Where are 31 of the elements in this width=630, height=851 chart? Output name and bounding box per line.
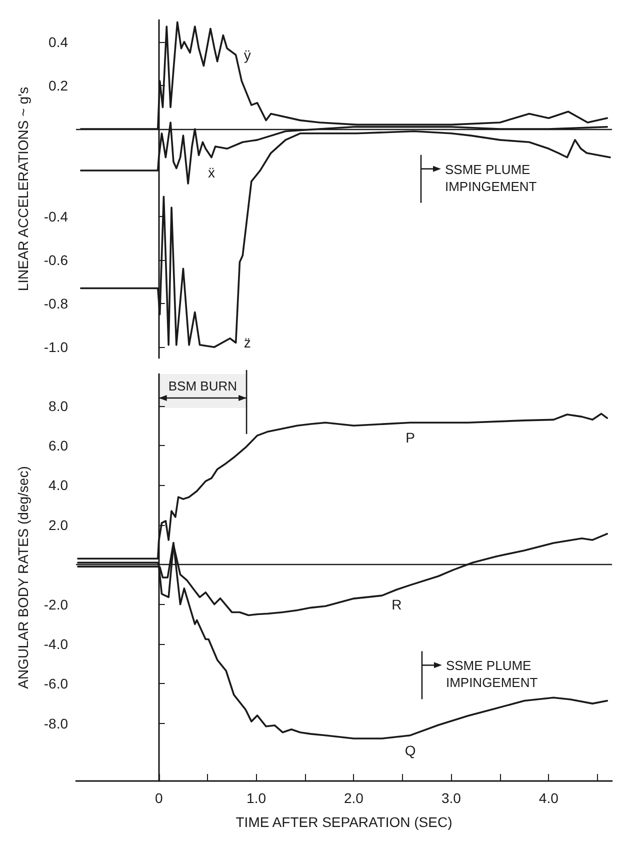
y-tick-label: -6.0 xyxy=(44,676,68,692)
y-axis-title: LINEAR ACCELERATIONS ~ g's xyxy=(15,86,31,292)
y-tick-label: 6.0 xyxy=(48,437,68,454)
y-tick-label: -0.8 xyxy=(44,295,68,312)
y-tick-label: 4.0 xyxy=(48,477,68,494)
x-tick-label: 1.0 xyxy=(246,790,266,806)
y-tick-label: 2.0 xyxy=(48,516,68,533)
series-label: ÿ xyxy=(244,46,251,63)
y-tick-label: -4.0 xyxy=(44,636,68,652)
series-label: z̈ xyxy=(244,334,251,351)
series-label: ẍ xyxy=(208,164,215,180)
y-tick-label: 0.2 xyxy=(48,77,68,94)
series-label: Q xyxy=(404,742,416,758)
y-tick-label: -0.4 xyxy=(44,208,68,224)
y-tick-label: -1.0 xyxy=(44,339,68,356)
ref-line-label: SSME PLUME IMPINGEMENT xyxy=(444,162,537,194)
band-label: BSM BURN xyxy=(168,378,238,394)
y-tick-label: -8.0 xyxy=(44,715,68,732)
x-tick-label: 3.0 xyxy=(441,790,462,806)
ref-line-label: SSME PLUME IMPINGEMENT xyxy=(446,658,538,690)
y-tick-label: 0.4 xyxy=(48,34,68,50)
x-axis-title: TIME AFTER SEPARATION (SEC) xyxy=(236,814,452,830)
series-label: P xyxy=(406,430,415,446)
x-tick-label: 2.0 xyxy=(344,790,364,806)
y-tick-label: -2.0 xyxy=(44,596,68,612)
x-tick-label: 4.0 xyxy=(538,790,559,806)
y-tick-label: 8.0 xyxy=(48,398,68,414)
y-tick-label: -0.6 xyxy=(44,252,68,268)
series-label: R xyxy=(392,596,402,613)
y-axis-title: ANGULAR BODY RATES (deg/sec) xyxy=(15,466,31,689)
x-tick-label: 0 xyxy=(154,790,163,806)
